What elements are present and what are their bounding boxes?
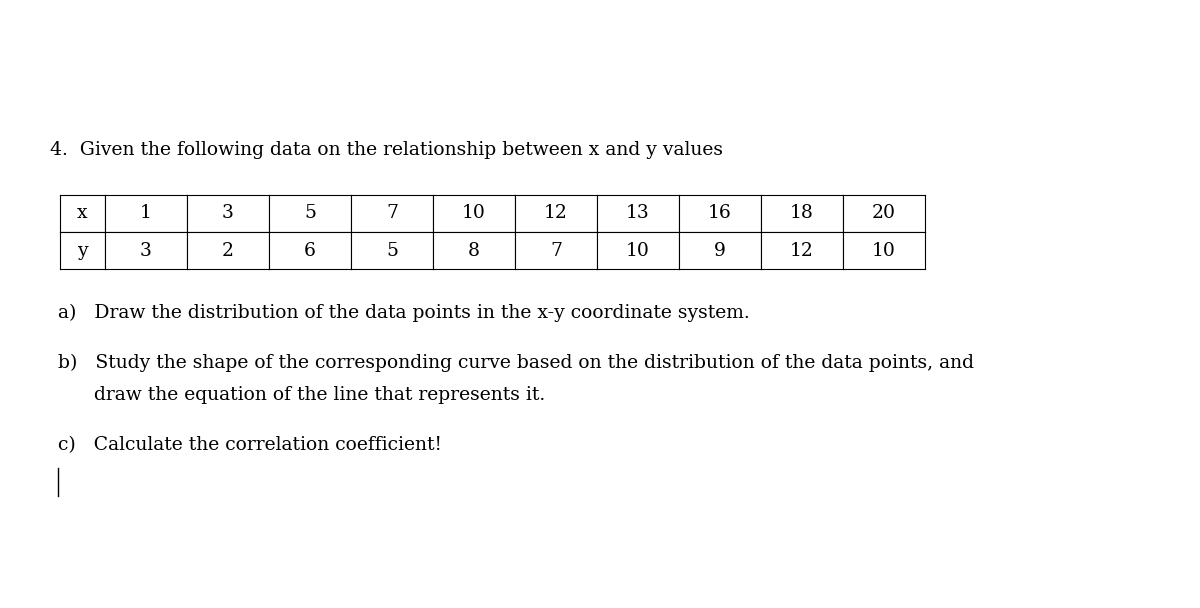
Text: b)   Study the shape of the corresponding curve based on the distribution of the: b) Study the shape of the corresponding …: [58, 354, 974, 372]
Text: 2: 2: [222, 241, 234, 260]
Text: draw the equation of the line that represents it.: draw the equation of the line that repre…: [58, 386, 545, 404]
Text: 9: 9: [714, 241, 726, 260]
Text: 16: 16: [708, 204, 732, 223]
Text: 10: 10: [872, 241, 896, 260]
Text: y: y: [77, 241, 88, 260]
Text: 3: 3: [140, 241, 152, 260]
Text: 4.  Given the following data on the relationship between x and y values: 4. Given the following data on the relat…: [50, 141, 722, 159]
Text: 3: 3: [222, 204, 234, 223]
Text: 12: 12: [790, 241, 814, 260]
Text: 20: 20: [872, 204, 896, 223]
Text: x: x: [77, 204, 88, 223]
Text: 18: 18: [790, 204, 814, 223]
Text: 5: 5: [386, 241, 398, 260]
Text: 5: 5: [304, 204, 316, 223]
Text: 8: 8: [468, 241, 480, 260]
Text: 10: 10: [462, 204, 486, 223]
Text: c)   Calculate the correlation coefficient!: c) Calculate the correlation coefficient…: [58, 436, 442, 454]
Text: 7: 7: [386, 204, 398, 223]
Text: 7: 7: [550, 241, 562, 260]
Text: 1: 1: [140, 204, 152, 223]
Text: a)   Draw the distribution of the data points in the x-y coordinate system.: a) Draw the distribution of the data poi…: [58, 304, 750, 322]
Text: 12: 12: [544, 204, 568, 223]
Text: 6: 6: [304, 241, 316, 260]
Text: 13: 13: [626, 204, 650, 223]
Text: 10: 10: [626, 241, 650, 260]
